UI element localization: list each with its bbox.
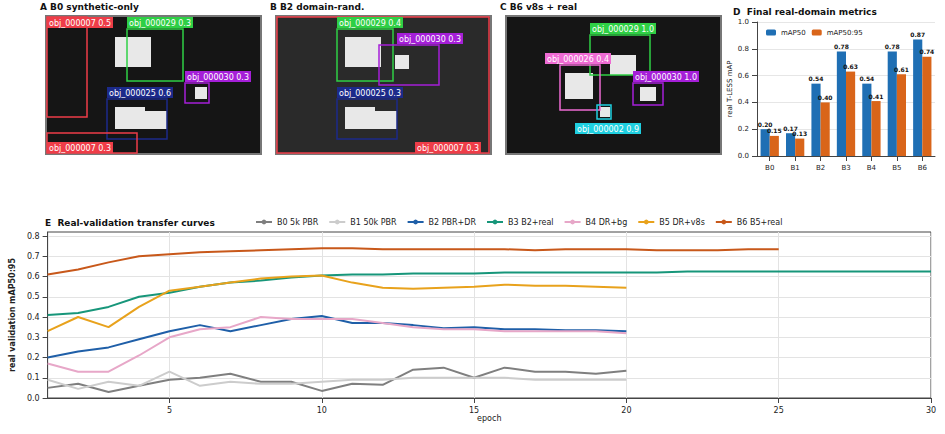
svg-text:0.61: 0.61	[894, 66, 909, 73]
svg-text:0.3: 0.3	[27, 333, 40, 342]
svg-text:0.1: 0.1	[27, 373, 40, 382]
svg-text:B2 PBR+DR: B2 PBR+DR	[429, 218, 477, 227]
svg-text:20: 20	[621, 406, 631, 415]
html-text:C B6 v8s + real: C B6 v8s + real	[500, 2, 577, 12]
svg-text:B6 B5+real: B6 B5+real	[737, 218, 783, 227]
svg-text:B6: B6	[918, 164, 928, 172]
svg-text:0.5: 0.5	[27, 292, 40, 301]
svg-text:mAP50: mAP50	[781, 29, 806, 37]
svg-text:0.13: 0.13	[792, 130, 807, 137]
html-text:A B0 synthetic-only: A B0 synthetic-only	[40, 2, 139, 12]
svg-text:0.20: 0.20	[757, 120, 773, 128]
svg-text:B5: B5	[892, 164, 901, 172]
svg-text:E Real-validation transfer cu: E Real-validation transfer curves	[45, 218, 215, 228]
svg-text:5: 5	[167, 406, 172, 415]
svg-text:0.74: 0.74	[919, 48, 934, 55]
svg-text:obj_000007 0.3: obj_000007 0.3	[417, 144, 479, 153]
svg-text:0.4: 0.4	[27, 313, 40, 322]
svg-text:B1 50k PBR: B1 50k PBR	[350, 218, 397, 227]
svg-text:0.54: 0.54	[859, 75, 874, 82]
svg-text:real validation mAP50:95: real validation mAP50:95	[8, 258, 17, 372]
svg-text:B0: B0	[765, 164, 774, 172]
svg-text:25: 25	[774, 406, 784, 415]
svg-text:0.7: 0.7	[27, 252, 40, 261]
svg-text:0.6: 0.6	[738, 72, 750, 80]
svg-text:real T-LESS mAP: real T-LESS mAP	[726, 61, 734, 118]
svg-text:0.40: 0.40	[818, 94, 833, 101]
svg-text:obj_000007 0.5: obj_000007 0.5	[49, 19, 111, 28]
svg-text:B5 DR+v8s: B5 DR+v8s	[659, 218, 705, 227]
svg-text:0.87: 0.87	[910, 31, 925, 38]
svg-text:obj_000007 0.3: obj_000007 0.3	[49, 144, 111, 153]
svg-text:0.6: 0.6	[27, 272, 40, 281]
svg-text:epoch: epoch	[477, 414, 501, 423]
svg-text:B2: B2	[816, 164, 825, 172]
svg-text:obj_000030 0.3: obj_000030 0.3	[187, 73, 249, 82]
svg-text:B4: B4	[867, 164, 877, 172]
svg-text:0.0: 0.0	[738, 152, 749, 160]
svg-text:obj_000030 1.0: obj_000030 1.0	[635, 73, 697, 82]
svg-text:0.15: 0.15	[767, 127, 782, 134]
svg-text:B4 DR+bg: B4 DR+bg	[586, 218, 628, 227]
svg-text:obj_000029 1.0: obj_000029 1.0	[592, 25, 654, 34]
svg-text:D Final real-domain metrics: D Final real-domain metrics	[733, 7, 877, 17]
svg-text:15: 15	[469, 406, 479, 415]
svg-text:B3: B3	[841, 164, 850, 172]
svg-text:obj_000029 0.4: obj_000029 0.4	[339, 19, 401, 28]
svg-text:0.4: 0.4	[738, 98, 750, 106]
svg-text:B1: B1	[791, 164, 800, 172]
svg-text:0.78: 0.78	[834, 43, 849, 50]
svg-text:0.78: 0.78	[885, 43, 900, 50]
svg-text:mAP50:95: mAP50:95	[827, 29, 863, 37]
svg-text:obj_000025 0.6: obj_000025 0.6	[109, 89, 171, 98]
svg-text:0.2: 0.2	[27, 353, 40, 362]
svg-text:0.8: 0.8	[738, 45, 749, 53]
svg-text:obj_000029 0.3: obj_000029 0.3	[129, 19, 191, 28]
svg-text:obj_000002 0.9: obj_000002 0.9	[577, 125, 639, 134]
svg-text:B3 B2+real: B3 B2+real	[508, 218, 554, 227]
svg-text:10: 10	[317, 406, 327, 415]
svg-text:30: 30	[926, 406, 936, 415]
svg-text:0.54: 0.54	[809, 75, 824, 82]
svg-text:0.2: 0.2	[738, 125, 749, 133]
svg-text:0.41: 0.41	[869, 93, 884, 100]
svg-text:1.0: 1.0	[738, 18, 749, 26]
svg-text:0.8: 0.8	[27, 232, 40, 241]
html-text:B B2 domain-rand.: B B2 domain-rand.	[270, 2, 365, 12]
svg-text:obj_000026 0.4: obj_000026 0.4	[547, 55, 609, 64]
svg-text:0.17: 0.17	[783, 124, 798, 132]
svg-text:0.0: 0.0	[27, 394, 40, 403]
svg-text:0.63: 0.63	[843, 63, 858, 70]
svg-text:B0 5k PBR: B0 5k PBR	[277, 218, 319, 227]
svg-text:obj_000025 0.3: obj_000025 0.3	[339, 89, 401, 98]
svg-text:obj_000030 0.3: obj_000030 0.3	[399, 35, 461, 44]
